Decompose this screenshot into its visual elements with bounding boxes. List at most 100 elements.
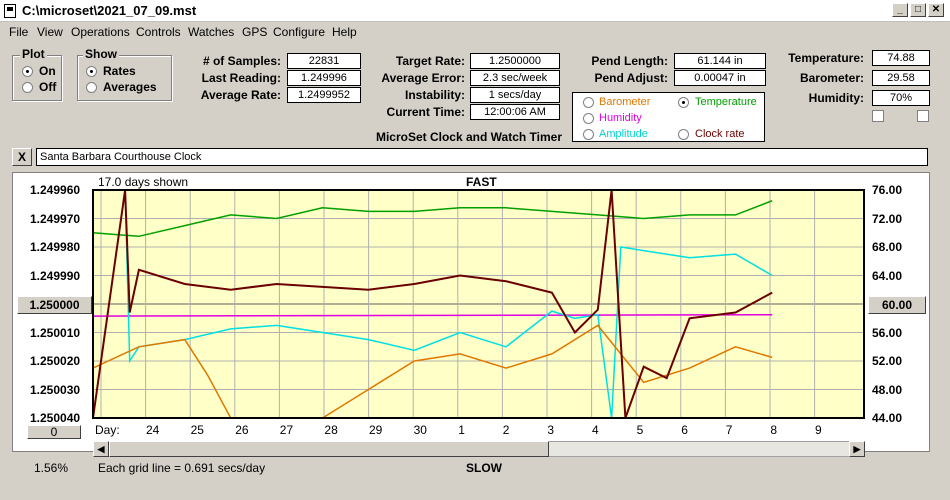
- average-error-label: Average Error:: [381, 71, 465, 85]
- menu-controls[interactable]: Controls: [136, 25, 181, 39]
- right-tick-label: 72.00: [872, 211, 903, 226]
- day-tick-label: 24: [146, 423, 160, 437]
- percent-label: 1.56%: [34, 461, 69, 475]
- humidity-radio[interactable]: [583, 113, 594, 124]
- average-rate-label: Average Rate:: [200, 88, 281, 102]
- right-tick-label: 48.00: [872, 382, 903, 397]
- sensor-options-panel: [572, 92, 765, 142]
- left-tick-label: 1.250040: [30, 411, 81, 425]
- clear-name-button[interactable]: X: [12, 148, 32, 166]
- amplitude-option-label: Amplitude: [599, 128, 648, 140]
- pend-adjust-value: 0.00047 in: [674, 70, 766, 86]
- app-caption: MicroSet Clock and Watch Timer: [375, 130, 562, 144]
- day-tick-label: 2: [502, 423, 510, 437]
- temperature-label: Temperature:: [788, 51, 864, 65]
- barometer-label: Barometer:: [799, 71, 864, 85]
- menu-gps[interactable]: GPS: [242, 25, 268, 39]
- day-tick-label: 4: [592, 423, 599, 437]
- day-tick-label: 8: [770, 423, 778, 437]
- instability-value: 1 secs/day: [470, 87, 560, 103]
- pend-adjust-label: Pend Adjust:: [594, 71, 668, 85]
- close-button[interactable]: ✕: [928, 3, 944, 17]
- show-group: [77, 55, 172, 101]
- right-tick-label: 68.00: [872, 240, 903, 254]
- plot-on-label: On: [39, 64, 56, 78]
- day-tick-label: 3: [547, 423, 555, 437]
- menu-watches[interactable]: Watches: [188, 25, 235, 39]
- last-reading-value: 1.249996: [287, 70, 361, 86]
- right-checkbox[interactable]: [917, 110, 929, 122]
- instability-label: Instability:: [404, 88, 465, 102]
- day-tick-label: 26: [235, 423, 249, 437]
- right-tick-label: 52.00: [872, 354, 903, 368]
- humidity-value: 70%: [872, 90, 930, 106]
- plot-group: [12, 55, 62, 101]
- target-rate-value: 1.2500000: [470, 53, 560, 69]
- average-error-value: 2.3 sec/week: [470, 70, 560, 86]
- day-tick-label: 27: [279, 423, 294, 437]
- temperature-radio[interactable]: [678, 97, 689, 108]
- minimize-button[interactable]: _: [892, 3, 908, 17]
- slow-label: SLOW: [466, 461, 502, 475]
- day-tick-label: 28: [324, 423, 338, 437]
- show-averages-label: Averages: [103, 80, 157, 94]
- right-tick-label: 56.00: [872, 325, 903, 340]
- left-tick-label: 1.249960: [30, 183, 81, 197]
- show-rates-label: Rates: [103, 64, 136, 78]
- plot-on-radio[interactable]: [22, 66, 33, 77]
- day-tick-label: 9: [815, 423, 822, 437]
- scroll-thumb[interactable]: [109, 441, 549, 457]
- scroll-left-button[interactable]: ◀: [93, 441, 109, 457]
- day-tick-label: 29: [369, 423, 383, 437]
- menu-file[interactable]: File: [9, 25, 29, 39]
- right-tick-label: 44.00: [872, 411, 903, 425]
- window-title: C:\microset\2021_07_09.mst: [22, 3, 197, 18]
- clockrate-radio[interactable]: [678, 129, 689, 140]
- last-reading-label: Last Reading:: [201, 71, 281, 85]
- show-group-title: Show: [83, 47, 119, 61]
- offset-button[interactable]: 0: [27, 425, 81, 439]
- plot-off-radio[interactable]: [22, 82, 33, 93]
- current-time-label: Current Time:: [386, 105, 465, 119]
- day-tick-label: 30: [413, 423, 427, 437]
- clockrate-option-label: Clock rate: [695, 128, 745, 140]
- menu-configure[interactable]: Configure: [273, 25, 326, 39]
- days-shown-label: 17.0 days shown: [98, 175, 189, 189]
- left-checkbox[interactable]: [872, 110, 884, 122]
- humidity-option-label: Humidity: [599, 112, 642, 124]
- temperature-value: 74.88: [872, 50, 930, 66]
- average-rate-value: 1.2499952: [287, 87, 361, 103]
- app-icon: [4, 4, 16, 18]
- plot-group-title: Plot: [20, 47, 47, 61]
- menu-help[interactable]: Help: [332, 25, 357, 39]
- day-tick-label: 6: [681, 423, 688, 437]
- left-tick-label: 1.249990: [30, 268, 81, 283]
- left-tick-label: 1.249970: [30, 211, 81, 226]
- maximize-button[interactable]: □: [910, 3, 926, 17]
- right-tick-label: 64.00: [872, 268, 903, 283]
- barometer-option-label: Barometer: [599, 96, 651, 108]
- day-tick-label: 5: [636, 423, 644, 437]
- day-tick-label: 1: [458, 423, 465, 437]
- menu-bar: File View Operations Controls Watches GP…: [0, 22, 950, 42]
- show-averages-radio[interactable]: [86, 82, 97, 93]
- pend-length-label: Pend Length:: [591, 54, 668, 68]
- target-rate-label: Target Rate:: [395, 54, 465, 68]
- clock-name-field[interactable]: Santa Barbara Courthouse Clock: [36, 148, 928, 166]
- day-axis-label: Day:: [95, 423, 120, 437]
- temperature-option-label: Temperature: [695, 96, 757, 108]
- amplitude-radio[interactable]: [583, 129, 594, 140]
- barometer-radio[interactable]: [583, 97, 594, 108]
- menu-view[interactable]: View: [37, 25, 63, 39]
- left-tick-label: 1.250020: [30, 354, 81, 368]
- samples-label: # of Samples:: [202, 54, 281, 68]
- pend-length-value: 61.144 in: [674, 53, 766, 69]
- left-scale-button[interactable]: 1.250000: [17, 296, 92, 314]
- current-time-value: 12:00:06 AM: [470, 104, 560, 120]
- menu-operations[interactable]: Operations: [71, 25, 130, 39]
- right-scale-button[interactable]: 60.00: [868, 296, 926, 314]
- samples-value: 22831: [287, 53, 361, 69]
- scroll-right-button[interactable]: ▶: [849, 441, 865, 457]
- humidity-label: Humidity:: [808, 91, 864, 105]
- show-rates-radio[interactable]: [86, 66, 97, 77]
